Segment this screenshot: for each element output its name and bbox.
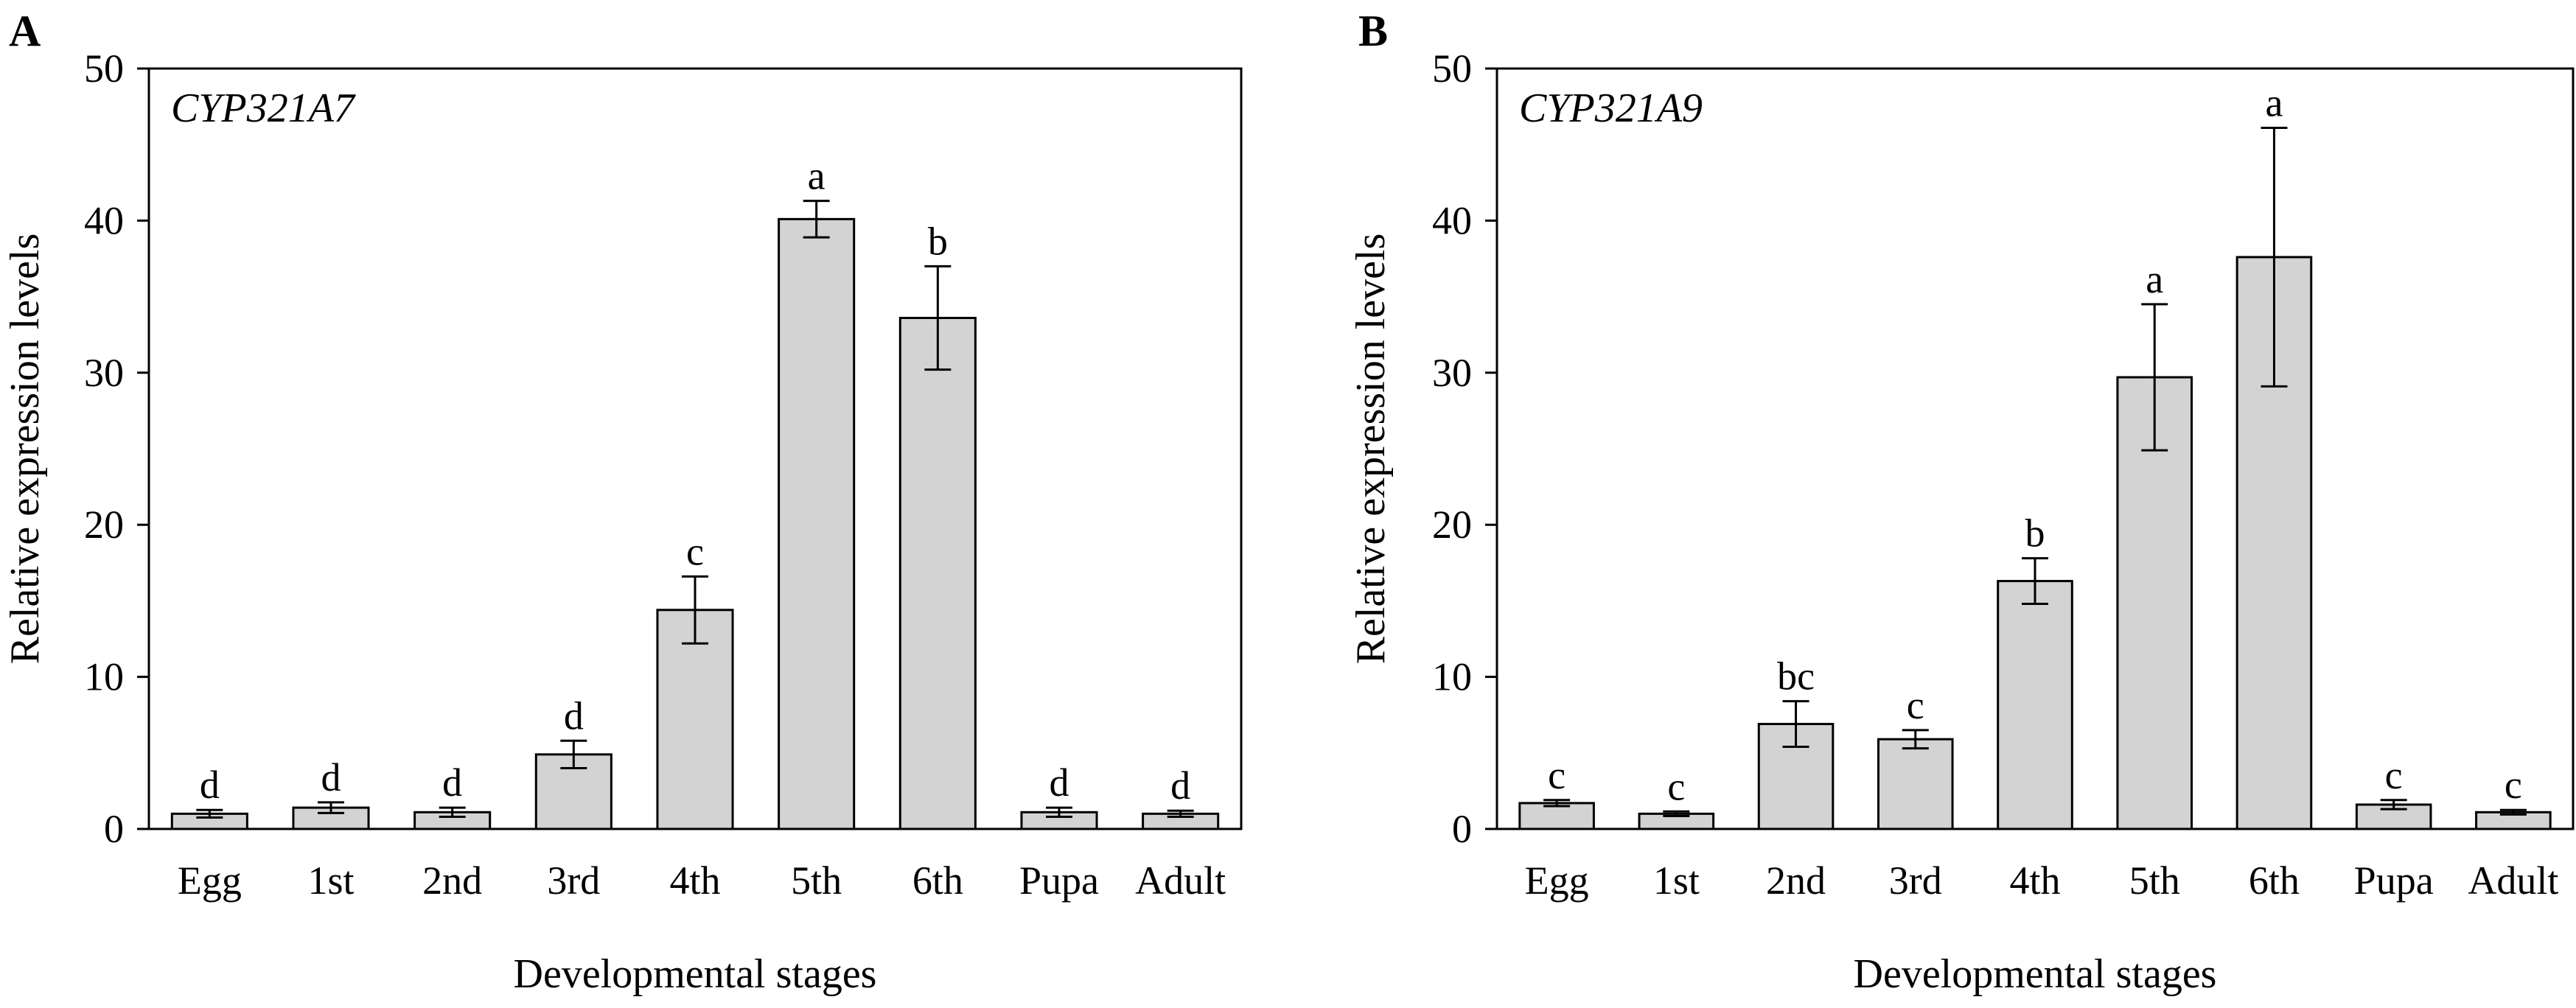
error-bar — [1543, 799, 1571, 808]
x-tick-label: Adult — [1135, 858, 1226, 903]
x-tick-label: 3rd — [547, 858, 600, 903]
x-axis-title: Developmental stages — [514, 951, 877, 997]
significance-letter: a — [2265, 80, 2283, 125]
significance-letter: b — [928, 219, 948, 263]
bar-3rd — [1877, 738, 1954, 830]
error-bar — [1782, 700, 1809, 749]
error-bar — [318, 801, 344, 814]
significance-letter: d — [200, 763, 220, 807]
error-bar — [2499, 808, 2527, 816]
bar-4th — [1997, 580, 2073, 830]
error-bar — [2022, 557, 2048, 606]
y-tick-label: 20 — [84, 503, 124, 547]
x-tick-label: 2nd — [1766, 858, 1826, 903]
significance-letter: d — [321, 755, 341, 799]
gene-name: CYP321A7 — [171, 85, 356, 131]
error-bar — [1046, 806, 1072, 818]
y-tick-label: 0 — [1452, 807, 1472, 851]
x-tick-label: Egg — [178, 858, 242, 903]
y-tick-label: 50 — [84, 46, 124, 91]
error-bar — [560, 739, 587, 769]
x-tick-label: 1st — [1653, 858, 1700, 903]
x-tick-label: 4th — [669, 858, 720, 903]
significance-letter: c — [1548, 753, 1566, 797]
panel-b: Bc Egg c 1st bc 2nd c 3rd b 4th a 5th a 6th c Pupa c Adul… — [1348, 7, 2575, 997]
y-tick-label: 40 — [84, 198, 124, 242]
panel-letter: B — [1358, 7, 1388, 55]
x-tick-label: 5th — [2129, 858, 2180, 903]
error-bar — [682, 575, 708, 645]
x-tick-label: 3rd — [1889, 858, 1942, 903]
x-tick-label: 6th — [912, 858, 963, 903]
significance-letter: d — [1050, 760, 1069, 805]
plot-frame — [1495, 67, 2575, 830]
y-tick-label: 10 — [84, 655, 124, 699]
x-tick-label: Pupa — [1019, 858, 1099, 903]
y-axis-title: Relative expression levels — [2, 234, 48, 665]
gene-name: CYP321A9 — [1519, 85, 1703, 131]
significance-letter: b — [2025, 511, 2045, 556]
y-tick-label: 30 — [1432, 351, 1472, 395]
significance-letter: c — [686, 529, 704, 573]
panel-a: Ad Egg d 1st d 2nd d 3rd c 4th a 5th b 6th d Pupa d Adult… — [2, 7, 1243, 997]
error-bar — [1663, 810, 1690, 817]
y-tick-label: 0 — [104, 807, 124, 851]
significance-letter: d — [1170, 763, 1190, 808]
error-bar — [2141, 303, 2168, 452]
significance-letter: a — [808, 154, 825, 198]
significance-letter: bc — [1777, 654, 1815, 699]
plot-frame — [147, 67, 1243, 830]
x-tick-label: 1st — [307, 858, 354, 903]
significance-letter: c — [1667, 764, 1685, 808]
bar-6th — [898, 316, 977, 830]
y-tick-label: 30 — [84, 351, 124, 395]
significance-letter: c — [1907, 683, 1924, 727]
error-bar — [803, 200, 830, 239]
x-tick-label: Adult — [2468, 858, 2558, 903]
panel-letter: A — [9, 7, 41, 55]
x-tick-label: 6th — [2249, 858, 2300, 903]
y-tick-label: 10 — [1432, 655, 1472, 699]
x-tick-label: Egg — [1525, 858, 1589, 903]
significance-letter: c — [2385, 753, 2403, 797]
error-bar — [439, 806, 466, 818]
y-axis-title: Relative expression levels — [1348, 234, 1394, 665]
significance-letter: d — [564, 693, 584, 738]
error-bar — [2261, 126, 2288, 388]
error-bar — [2380, 799, 2407, 811]
error-bar — [924, 265, 952, 371]
y-tick-label: 40 — [1432, 198, 1472, 242]
bar-5th — [2116, 376, 2193, 830]
x-tick-label: 5th — [791, 858, 842, 903]
y-tick-label: 20 — [1432, 503, 1472, 547]
x-tick-label: 2nd — [422, 858, 482, 903]
x-axis-title: Developmental stages — [1854, 951, 2217, 997]
error-bar — [1167, 809, 1194, 818]
x-tick-label: Pupa — [2354, 858, 2434, 903]
x-tick-label: 4th — [2009, 858, 2060, 903]
error-bar — [196, 808, 223, 819]
error-bar — [1902, 729, 1929, 750]
significance-letter: a — [2146, 257, 2163, 301]
y-tick-label: 50 — [1432, 46, 1472, 91]
significance-letter: d — [442, 760, 462, 805]
significance-letter: c — [2505, 763, 2522, 807]
bar-5th — [778, 217, 856, 830]
